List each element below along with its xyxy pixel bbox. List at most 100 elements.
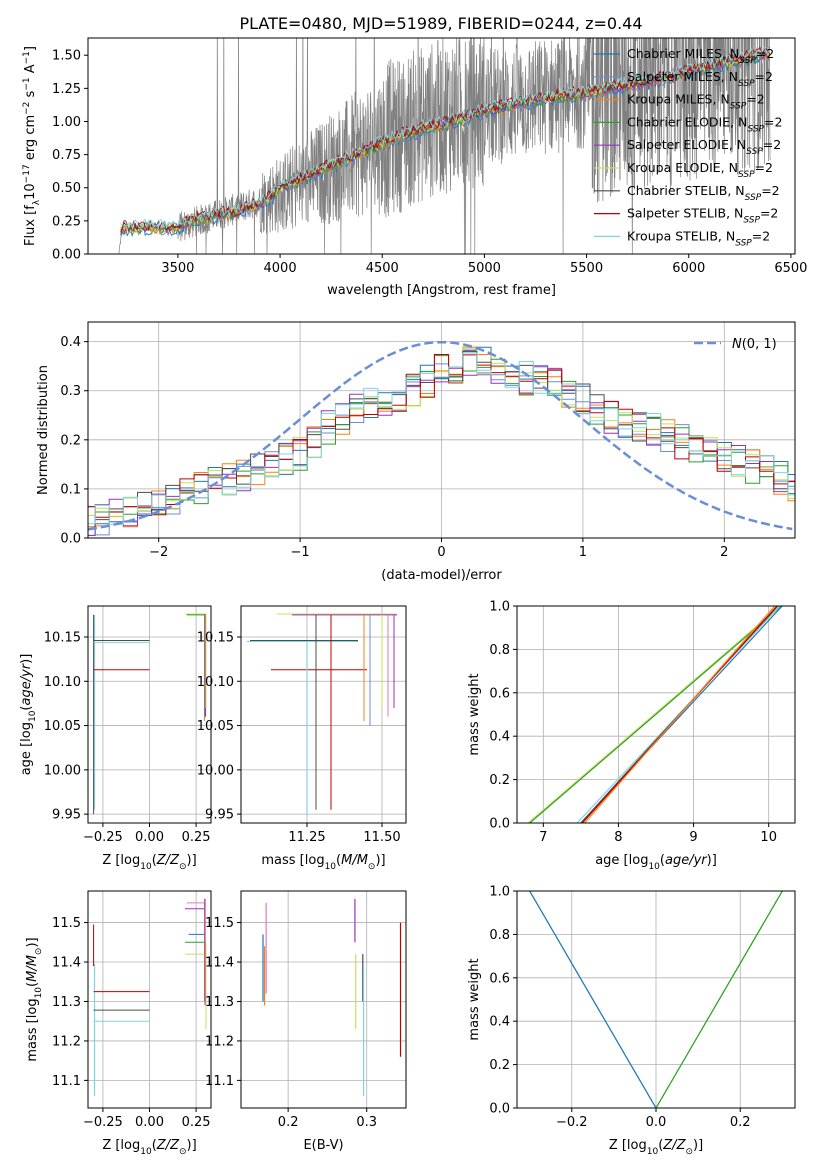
residuals-ytick-label: 0.4: [60, 335, 81, 350]
label-part: age [log: [19, 722, 34, 775]
spectrum-ytick-label: 0.00: [52, 248, 81, 263]
label-part: SSP: [730, 102, 747, 112]
spectrum-xtick-label: 3500: [161, 261, 194, 276]
age-vs-mass-ytick-label: 10.10: [197, 675, 234, 690]
mass-vs-Z-plot-area: [93, 898, 207, 1097]
massweight-vs-age-ytick-label: 0.2: [489, 773, 510, 788]
label-part: SSP: [735, 238, 752, 248]
label-part: =2: [764, 114, 782, 129]
label-part: SSP: [746, 147, 763, 157]
residuals-xlabel: (data-model)/error: [381, 568, 502, 583]
spectrum-xtick-label: 6000: [672, 261, 705, 276]
label-part: 10: [34, 987, 44, 999]
label-part: 10: [23, 183, 38, 200]
label-part: =2: [752, 228, 770, 243]
massweight-vs-age-ytick-label: 0.8: [489, 643, 510, 658]
massweight-Z-line: [529, 891, 657, 1108]
legend-entry: Salpeter STELIB, NSSP=2: [627, 206, 778, 226]
massweight-vs-Z-xtick-label: 0.0: [646, 1115, 667, 1130]
massweight-vs-Z-ytick-label: 1.0: [489, 885, 510, 900]
label-part: 10: [140, 862, 152, 872]
residual-histogram: [88, 352, 795, 525]
label-part: Z [log: [102, 1138, 140, 1153]
mass-vs-EBV-panel: 0.2 0.3 11.1 11.2 11.3 11.4 11.5 E(B-V): [205, 890, 407, 1153]
label-part: =2: [756, 46, 774, 61]
label-part: 10: [325, 862, 337, 872]
label-part: (: [152, 1138, 157, 1153]
legend-entry: Kroupa STELIB, NSSP=2: [627, 228, 770, 248]
massweight-vs-age-ylabel: mass weight: [467, 673, 482, 755]
label-part: Kroupa ELODIE, N: [627, 160, 738, 175]
label-part: mass weight: [467, 673, 482, 755]
massweight-vs-Z-ytick-label: 0.8: [489, 928, 510, 943]
residuals-ytick-label: 0.3: [60, 384, 81, 399]
spectrum-frame: [87, 37, 796, 255]
massweight-vs-Z-panel: −0.2 0.0 0.2 0.0 0.2 0.4 0.6 0.8 1.0 Z [log10(Z/Z…: [467, 885, 796, 1157]
label-part: )]: [375, 853, 385, 868]
label-part: Chabrier STELIB, N: [627, 183, 745, 198]
massweight-age-line: [584, 606, 776, 823]
massweight-vs-Z-xtick-label: 0.2: [730, 1115, 751, 1130]
label-part: )]: [707, 853, 717, 868]
label-part: SSP: [738, 79, 755, 89]
spectrum-xtick-label: 4500: [366, 261, 399, 276]
massweight-vs-Z-xlabel: Z [log10(Z/Z⊙)]: [609, 1138, 703, 1157]
spectrum-xlabel: wavelength [Angstrom, rest frame]: [327, 283, 556, 298]
massweight-vs-Z-xtick-label: −0.2: [556, 1115, 588, 1130]
age-vs-Z-panel: −0.25 0.00 0.25 9.95 10.00 10.05 10.10 10.15 Z […: [19, 605, 212, 872]
label-part: ⊙: [179, 862, 187, 872]
label-part: Kroupa STELIB, N: [627, 228, 735, 243]
residuals-ytick-label: 0.1: [60, 482, 81, 497]
spectrum-plot-area: [118, 38, 771, 254]
label-part: =2: [763, 137, 781, 152]
label-part: Salpeter STELIB, N: [627, 206, 743, 221]
label-part: 10: [648, 862, 660, 872]
massweight-vs-age-ytick-label: 0.4: [489, 730, 510, 745]
label-part: Salpeter ELODIE, N: [627, 137, 746, 152]
residuals-ytick-label: 0.2: [60, 433, 81, 448]
label-part: )]: [19, 654, 34, 664]
legend-entry: Chabrier ELODIE, NSSP=2: [627, 114, 782, 134]
age-vs-mass-ytick-label: 9.95: [205, 808, 234, 823]
age-vs-Z-plot-area: [93, 613, 207, 815]
legend-entry: Kroupa MILES, NSSP=2: [627, 92, 765, 112]
age-vs-mass-ytick-label: 10.05: [197, 719, 234, 734]
age-vs-Z-xtick-label: −0.25: [83, 830, 123, 845]
label-part: Z/Z: [662, 1138, 686, 1153]
label-part: SSP: [743, 216, 760, 226]
label-part: mass [log: [25, 998, 40, 1061]
massweight-vs-Z-ytick-label: 0.0: [489, 1102, 510, 1117]
label-part: (: [660, 853, 665, 868]
massweight-vs-Z-plot-area: [529, 891, 783, 1108]
massweight-vs-age-xtick-label: 8: [614, 830, 622, 845]
age-vs-mass-xtick-label: 11.25: [288, 830, 325, 845]
mass-vs-EBV-xtick-label: 0.3: [356, 1115, 377, 1130]
massweight-vs-age-plot-area: [527, 606, 783, 823]
label-part: ⊙: [685, 1147, 693, 1157]
label-part: −2: [22, 102, 32, 115]
label-part: (: [658, 1138, 663, 1153]
residuals-xtick-label: −2: [149, 545, 168, 560]
mass-vs-EBV-plot-area: [262, 898, 402, 1097]
age-vs-Z-ytick-label: 10.05: [44, 719, 81, 734]
label-part: (: [25, 982, 40, 987]
label-part: )]: [25, 937, 40, 947]
label-part: ]: [23, 46, 38, 51]
massweight-vs-Z-ytick-label: 0.4: [489, 1015, 510, 1030]
spectrum-ytick-label: 1.50: [52, 49, 81, 64]
residual-histogram: [88, 347, 795, 528]
spectrum-model-line: [120, 46, 771, 230]
label-part: SSP: [738, 170, 755, 180]
mass-vs-Z-xtick-label: 0.00: [135, 1115, 164, 1130]
massweight-vs-Z-ylabel: mass weight: [467, 958, 482, 1040]
spectrum-ytick-label: 0.25: [52, 214, 81, 229]
legend-entry: Kroupa ELODIE, NSSP=2: [627, 160, 773, 180]
spectrum-xtick-label: 6500: [774, 261, 807, 276]
label-part: M/M: [341, 853, 368, 868]
label-part: Z [log: [102, 853, 140, 868]
label-part: −17: [22, 164, 32, 183]
label-part: age [log: [595, 853, 648, 868]
label-part: ⊙: [179, 1147, 187, 1157]
massweight-age-line: [527, 606, 781, 823]
